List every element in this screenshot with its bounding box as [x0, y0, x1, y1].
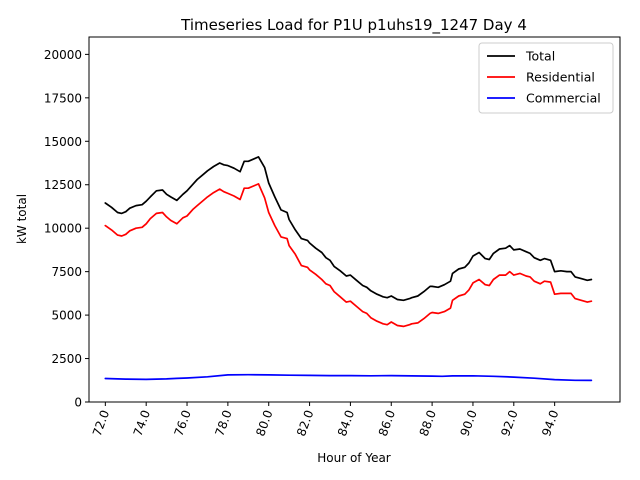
y-tick-label: 17500 — [44, 91, 82, 105]
y-axis: 0 2500 5000 7500 10000 12500 15000 17500 20000 — [44, 48, 89, 410]
y-tick-label: 5000 — [51, 309, 82, 323]
legend-label-total: Total — [525, 49, 555, 64]
legend-label-commercial: Commercial — [526, 91, 601, 106]
series-layer — [104, 156, 593, 382]
series-line-commercial — [104, 373, 593, 382]
y-tick-label: 20000 — [44, 48, 82, 62]
legend-label-residential: Residential — [526, 70, 595, 85]
plot-area — [88, 36, 621, 403]
plot-frame — [88, 36, 621, 403]
legend-frame — [478, 42, 614, 114]
series-line-residential — [104, 183, 593, 328]
y-axis-label: kW total — [15, 194, 29, 244]
legend: Total Residential Commercial — [478, 42, 614, 114]
y-tick-label: 2500 — [51, 352, 82, 366]
y-tick-label: 0 — [74, 396, 82, 410]
chart-title: Timeseries Load for P1U p1uhs19_1247 Day… — [180, 16, 527, 35]
y-tick-label: 12500 — [44, 178, 82, 192]
series-line-total — [104, 156, 593, 302]
y-tick-label: 15000 — [44, 135, 82, 149]
y-tick-label: 10000 — [44, 222, 82, 236]
y-tick-label: 7500 — [51, 265, 82, 279]
x-axis-label: Hour of Year — [317, 451, 391, 465]
